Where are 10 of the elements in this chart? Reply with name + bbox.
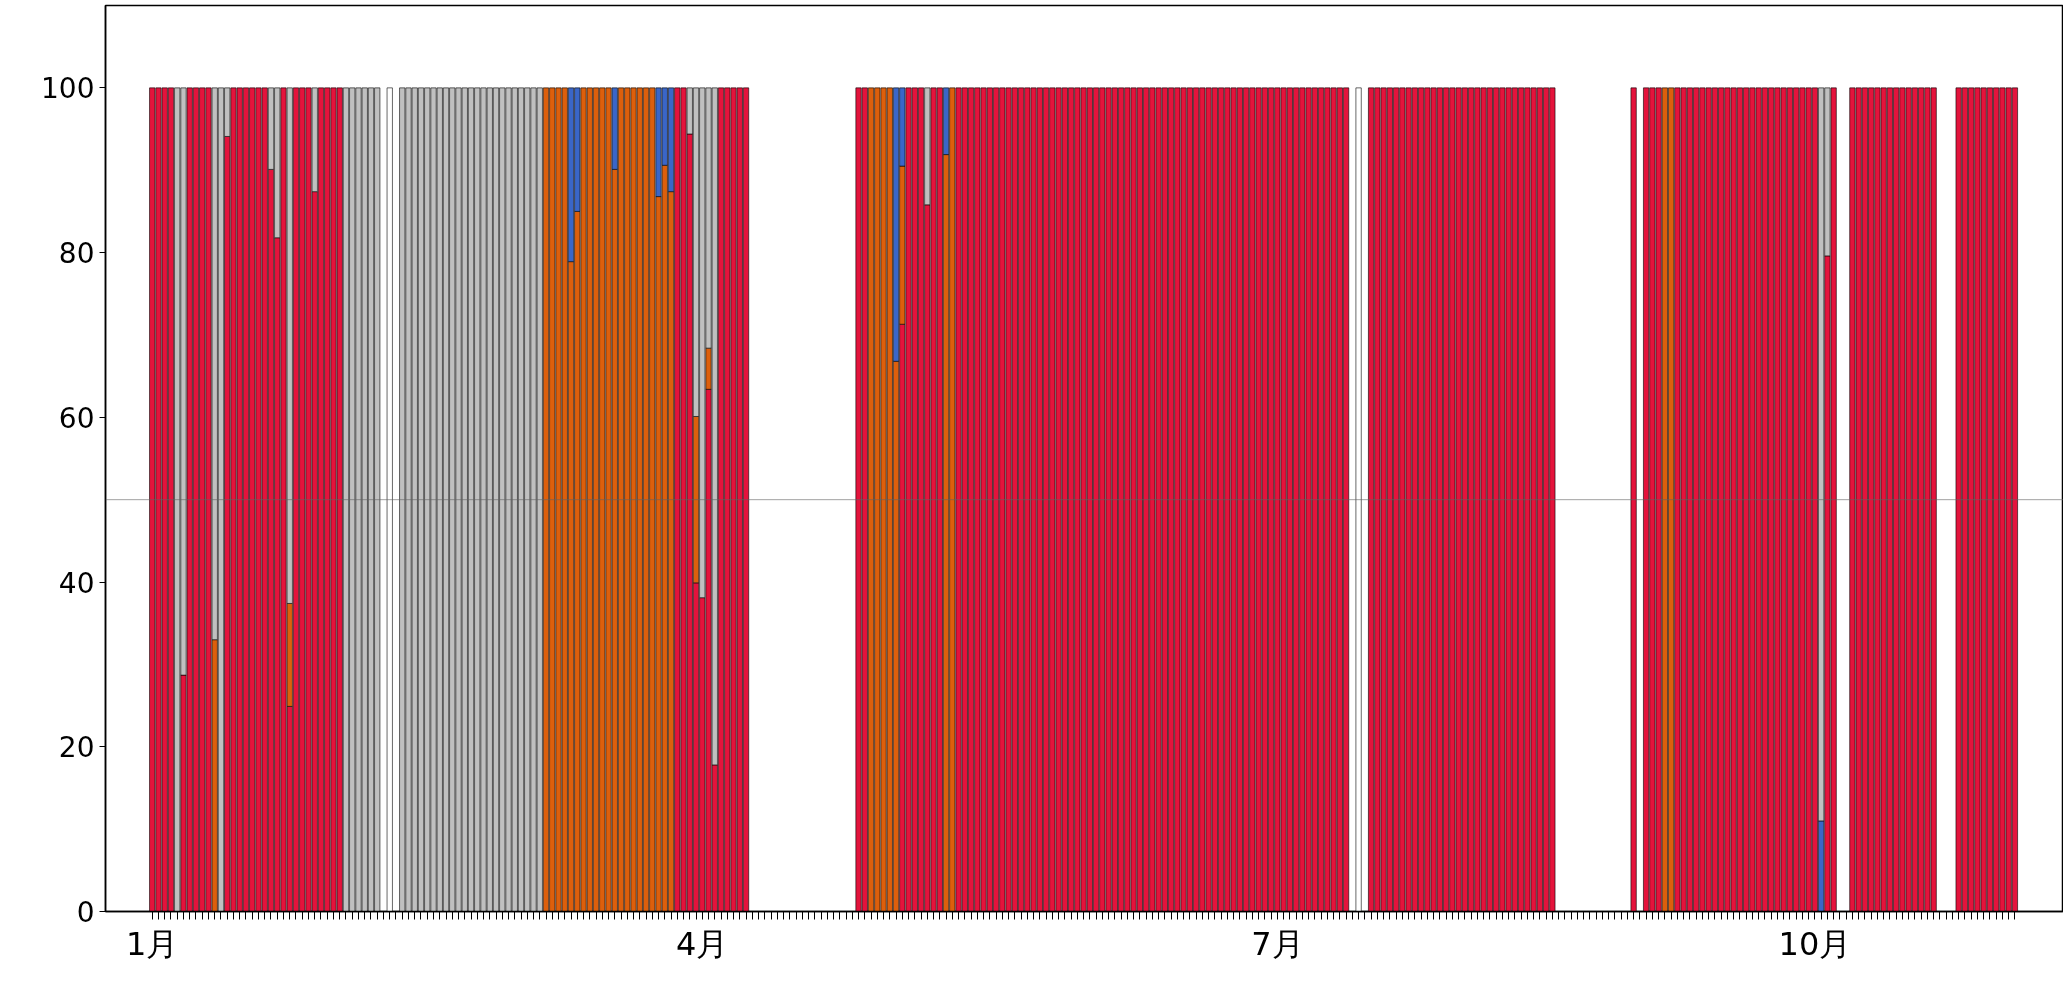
x-tick-label: 7月 [1251,924,1304,963]
y-tick-label: 100 [41,72,95,106]
y-tick-label: 0 [76,896,95,929]
y-tick-label: 40 [58,566,95,600]
x-tick-label: 10月 [1778,924,1852,963]
x-tick-label: 4月 [676,924,729,963]
y-tick-label: 60 [58,401,95,435]
y-tick-label: 20 [58,731,95,765]
x-tick-label: 1月 [126,924,179,963]
y-tick-label: 80 [58,237,95,271]
